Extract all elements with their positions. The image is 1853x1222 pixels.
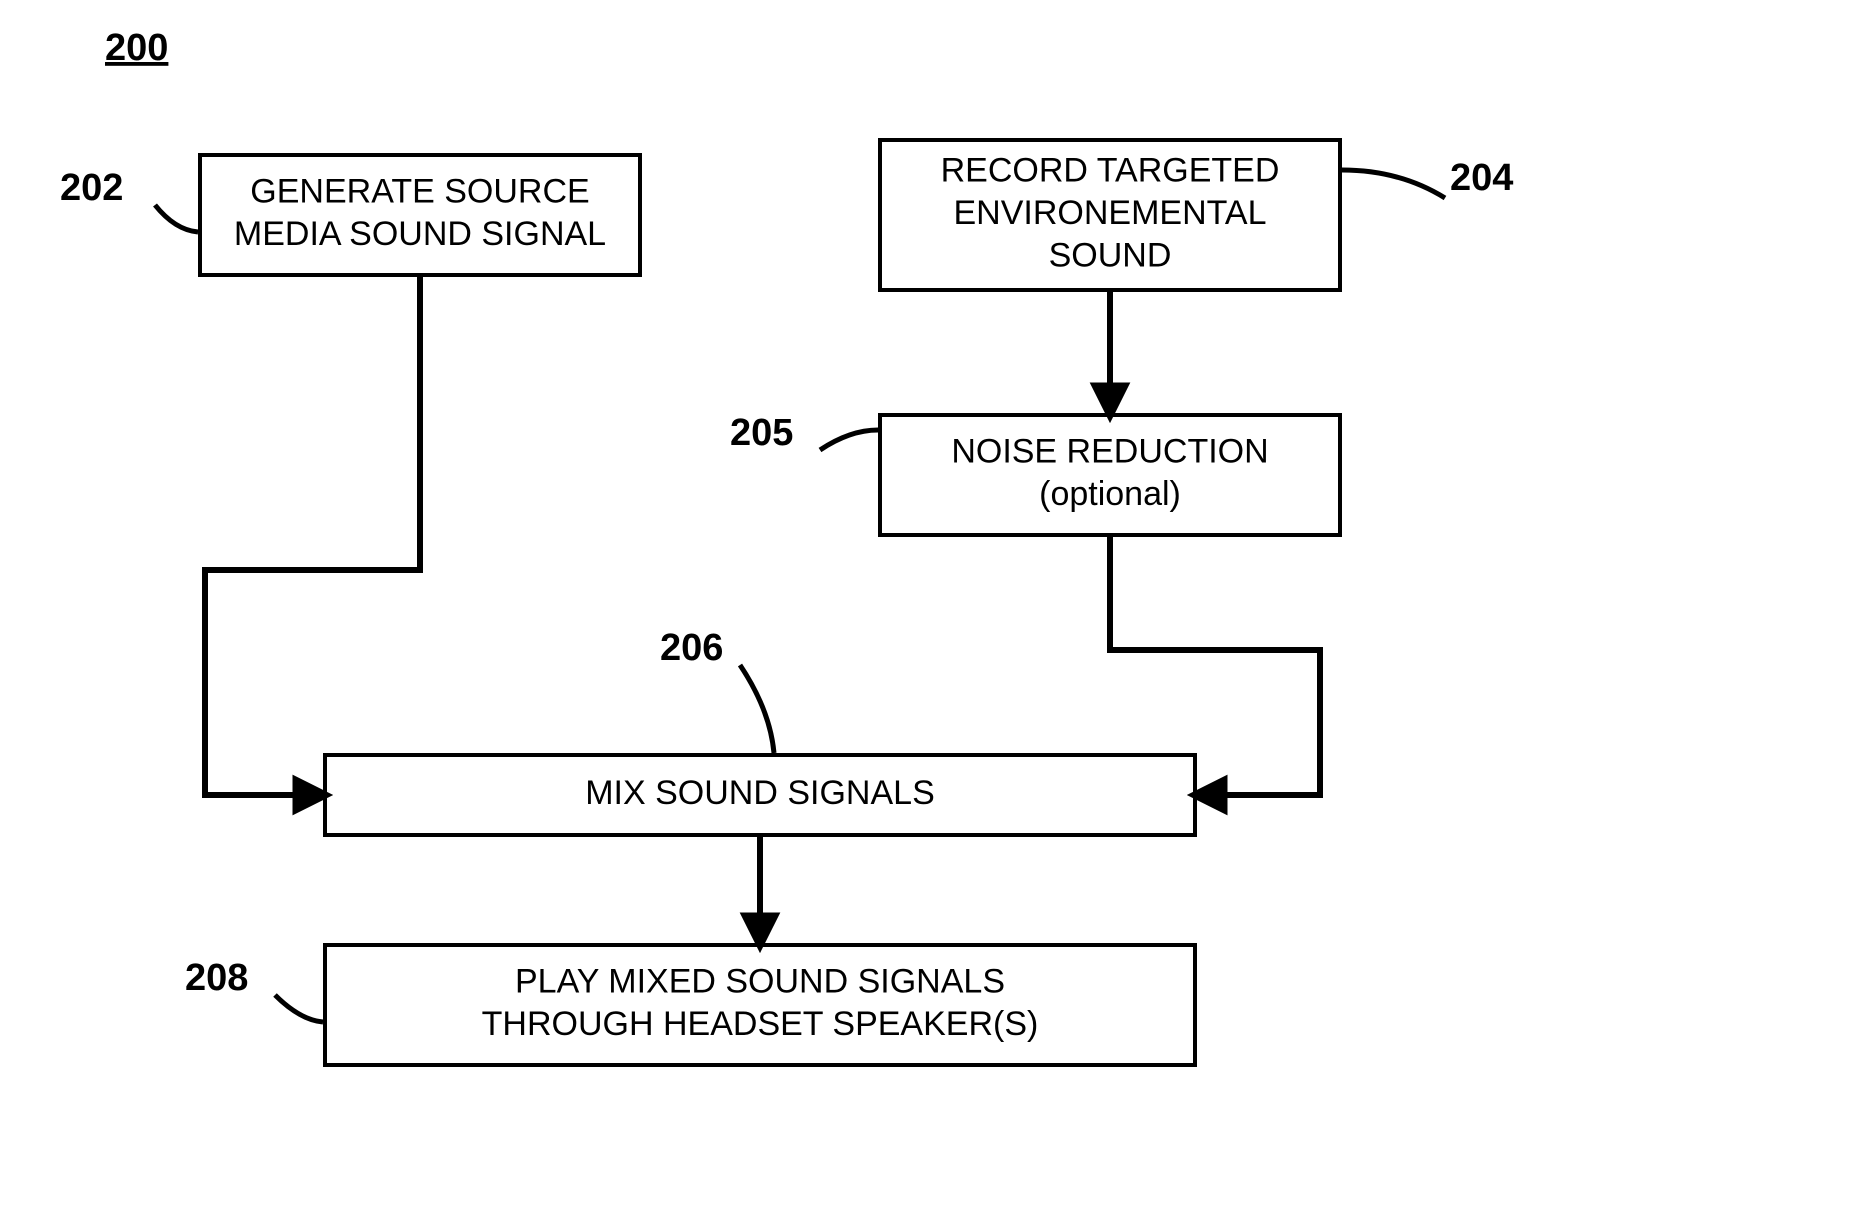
flow-box-text: RECORD TARGETED <box>941 151 1280 189</box>
flow-box-text: SOUND <box>1049 236 1172 274</box>
flow-box-text: THROUGH HEADSET SPEAKER(S) <box>482 1005 1039 1043</box>
flow-box-text: ENVIRONEMENTAL <box>954 194 1267 232</box>
leader-206 <box>740 665 774 753</box>
leader-202 <box>155 205 198 232</box>
flow-box-text: GENERATE SOURCE <box>250 173 589 211</box>
ref-label-206: 206 <box>660 627 723 669</box>
ref-label-205: 205 <box>730 412 793 454</box>
leader-205 <box>820 430 878 450</box>
flow-box-text: MIX SOUND SIGNALS <box>585 774 935 812</box>
leader-204 <box>1342 170 1445 198</box>
flow-box-text: (optional) <box>1039 475 1181 513</box>
leader-208 <box>275 995 323 1022</box>
flow-box-text: NOISE REDUCTION <box>951 433 1268 471</box>
diagram-label: 200 <box>105 27 168 69</box>
ref-label-202: 202 <box>60 167 123 209</box>
ref-label-204: 204 <box>1450 157 1513 199</box>
flow-box-text: MEDIA SOUND SIGNAL <box>234 215 606 253</box>
flow-box-text: PLAY MIXED SOUND SIGNALS <box>515 963 1005 1001</box>
ref-label-208: 208 <box>185 957 248 999</box>
edge-0 <box>205 275 420 795</box>
